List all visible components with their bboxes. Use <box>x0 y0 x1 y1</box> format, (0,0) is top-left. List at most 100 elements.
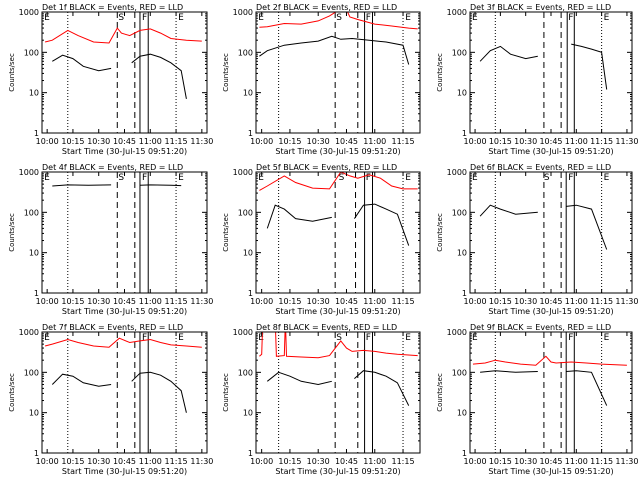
x-axis-label: Start Time (30-Jul-15 09:51:20) <box>488 307 613 316</box>
plot-frame <box>41 171 208 294</box>
x-axis-label: Start Time (30-Jul-15 09:51:20) <box>275 467 400 476</box>
x-tick-label: 10:00 <box>464 457 487 466</box>
y-tick-label: 10 <box>29 249 39 258</box>
y-tick-label: 10 <box>243 249 253 258</box>
plot-frame <box>469 171 633 294</box>
y-axis-label: Counts/sec <box>8 53 16 92</box>
x-tick-label: 11:00 <box>139 137 162 146</box>
events-series-line <box>479 45 538 62</box>
marker-label: F <box>142 13 147 23</box>
plot-frame <box>41 331 208 454</box>
x-tick-label: 11:00 <box>363 137 386 146</box>
marker-label: S <box>336 333 342 343</box>
x-tick-label: 11:30 <box>615 457 638 466</box>
x-tick-label: 11:15 <box>392 137 415 146</box>
marker-label: E <box>472 333 478 343</box>
lld-series-line <box>44 337 202 348</box>
y-tick-label: 10 <box>29 89 39 98</box>
events-series-line <box>131 371 187 413</box>
marker-label: E <box>44 333 50 343</box>
events-series-line <box>259 35 410 65</box>
x-tick-label: 10:45 <box>335 457 358 466</box>
y-tick-label: 1000 <box>19 328 39 337</box>
y-tick-label: 100 <box>238 48 253 57</box>
x-tick-label: 11:15 <box>590 457 613 466</box>
marker-label: E <box>405 333 411 343</box>
x-tick-label: 11:30 <box>190 297 213 306</box>
events-series-line <box>266 204 332 229</box>
y-tick-label: 10 <box>457 409 467 418</box>
marker-label: F <box>568 173 573 183</box>
plot-frame <box>255 11 421 134</box>
x-axis-label: Start Time (30-Jul-15 09:51:20) <box>488 467 613 476</box>
x-tick-label: 10:30 <box>87 297 110 306</box>
lld-series-line <box>45 160 202 161</box>
x-axis-label: Start Time (30-Jul-15 09:51:20) <box>488 147 613 156</box>
marker-label: E <box>258 173 264 183</box>
events-series-line <box>266 371 332 386</box>
panel-title: Det 2f BLACK = Events, RED = LLD <box>256 3 397 12</box>
plot-frame <box>469 11 633 134</box>
marker-label: S <box>339 173 345 183</box>
x-tick-label: 10:15 <box>278 137 301 146</box>
plot-frame <box>469 331 633 454</box>
marker-label: E <box>258 13 264 23</box>
y-tick-label: 1 <box>34 449 39 458</box>
y-tick-label: 10 <box>29 409 39 418</box>
events-series-line <box>566 204 608 250</box>
events-series-line <box>139 184 182 187</box>
x-tick-label: 10:15 <box>278 297 301 306</box>
x-tick-label: 11:15 <box>590 297 613 306</box>
x-tick-label: 10:45 <box>539 457 562 466</box>
marker-label: E <box>472 13 478 23</box>
x-tick-label: 10:30 <box>514 297 537 306</box>
y-axis-label: Counts/sec <box>436 213 444 252</box>
marker-label: S <box>118 173 124 183</box>
x-tick-label: 10:45 <box>539 297 562 306</box>
plot-frame <box>41 11 208 134</box>
y-tick-label: 1000 <box>19 168 39 177</box>
panel-title: Det 8f BLACK = Events, RED = LLD <box>256 323 397 332</box>
x-tick-label: 10:00 <box>250 137 273 146</box>
marker-label: E <box>405 173 411 183</box>
panel-title: Det 5f BLACK = Events, RED = LLD <box>256 163 397 172</box>
x-axis-label: Start Time (30-Jul-15 09:51:20) <box>275 147 400 156</box>
x-tick-label: 10:00 <box>36 457 59 466</box>
x-tick-label: 10:00 <box>250 297 273 306</box>
y-tick-label: 100 <box>238 208 253 217</box>
x-tick-label: 10:45 <box>113 457 136 466</box>
events-series-line <box>571 43 608 90</box>
x-tick-label: 10:15 <box>278 457 301 466</box>
x-tick-label: 11:15 <box>590 137 613 146</box>
x-tick-label: 11:15 <box>165 457 188 466</box>
y-tick-label: 10 <box>243 409 253 418</box>
y-tick-label: 100 <box>452 48 467 57</box>
x-tick-label: 11:15 <box>392 457 415 466</box>
plot-frame <box>255 331 421 454</box>
marker-label: F <box>366 173 371 183</box>
plot-frame <box>255 171 421 294</box>
marker-label: F <box>568 333 573 343</box>
events-series-line <box>353 203 410 246</box>
y-axis-label: Counts/sec <box>436 53 444 92</box>
events-series-line <box>52 54 112 72</box>
panel-title: Det 6f BLACK = Events, RED = LLD <box>470 163 611 172</box>
x-tick-label: 10:45 <box>539 137 562 146</box>
y-tick-label: 1000 <box>19 8 39 17</box>
y-tick-label: 1 <box>248 289 253 298</box>
events-series-line <box>566 370 608 406</box>
y-tick-label: 1 <box>248 129 253 138</box>
panel-title: Det 1f BLACK = Events, RED = LLD <box>42 3 183 12</box>
x-tick-label: 11:15 <box>165 297 188 306</box>
y-axis-label: Counts/sec <box>436 373 444 412</box>
panel-title: Det 4f BLACK = Events, RED = LLD <box>42 163 183 172</box>
x-tick-label: 10:15 <box>61 297 84 306</box>
x-tick-label: 10:30 <box>87 137 110 146</box>
x-axis-label: Start Time (30-Jul-15 09:51:20) <box>62 307 187 316</box>
